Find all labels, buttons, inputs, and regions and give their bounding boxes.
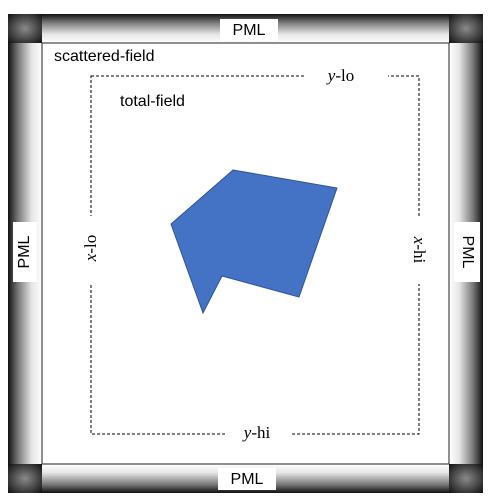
- pml-right-label-bg: [454, 222, 480, 282]
- pml-label-left: PML: [16, 235, 33, 269]
- y-lo-var: y: [327, 66, 336, 85]
- y-lo-suffix: -lo: [335, 66, 355, 85]
- pml-label-top: PML: [232, 22, 266, 39]
- y-hi-suffix: -hi: [251, 423, 271, 442]
- y-lo-label-bg: [306, 66, 388, 86]
- pml-corner-top-right: [449, 14, 483, 43]
- x-hi-label-bg: [408, 216, 430, 284]
- y-hi-var: y: [243, 423, 252, 442]
- y-hi-label: y-hi: [244, 423, 270, 443]
- scatterer-shape: [170, 169, 338, 315]
- pml-bottom-label-bg: [218, 468, 276, 490]
- pml-corner-bottom-left: [8, 464, 42, 493]
- x-hi-suffix: -hi: [410, 244, 429, 264]
- y-lo-label: y-lo: [328, 66, 354, 86]
- pml-corner-bottom-right: [449, 464, 483, 493]
- x-lo-suffix: -lo: [81, 234, 100, 254]
- x-lo-var: x: [81, 253, 100, 262]
- pml-corner-top-left: [8, 14, 42, 43]
- x-lo-label-bg: [80, 216, 102, 284]
- y-hi-label-bg: [225, 422, 291, 444]
- x-lo-label: x-lo: [81, 235, 101, 261]
- scattered-field-label: scattered-field: [54, 48, 155, 65]
- x-hi-var: x: [410, 236, 429, 245]
- pml-label-bottom: PML: [230, 471, 264, 488]
- pml-label-right: PML: [459, 235, 476, 269]
- pml-top-label-bg: [220, 19, 278, 41]
- total-field-label: total-field: [120, 93, 185, 110]
- x-hi-label: x-hi: [409, 237, 429, 263]
- pml-left-label-bg: [13, 222, 37, 282]
